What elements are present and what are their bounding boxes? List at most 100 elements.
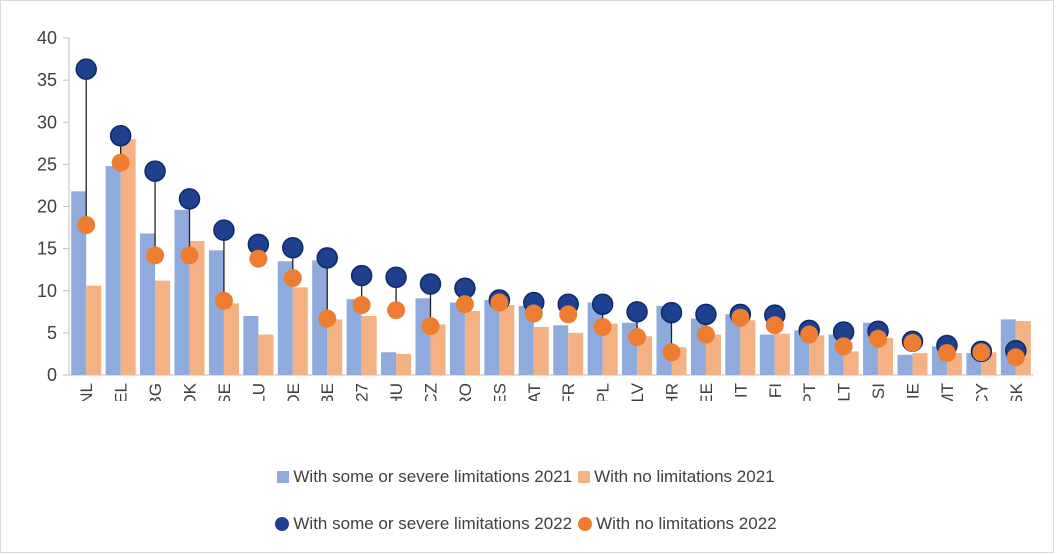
chart-plot: 0 5 10 15 20 25 30 35 40 NL EL BG DK SE LU DE BE EU27 HU C… [37,28,1033,401]
bar-some-severe-2021 [725,314,741,375]
bar-no-limitations-2021 [809,335,825,375]
y-tick-label: 10 [37,281,57,301]
dot-no-limitations-2022 [352,296,371,315]
y-tick-label: 15 [37,239,57,259]
dot-no-limitations-2022 [972,343,991,362]
dot-no-limitations-2022 [146,246,165,265]
x-tick-label: SK [1007,382,1026,401]
legend-row-dots: With some or severe limitations 2022 Wit… [1,514,1056,534]
dot-some-severe-2022 [695,303,717,326]
legend-label-some-severe-2021: With some or severe limitations 2021 [293,467,573,486]
x-tick-label: MT [938,383,957,401]
bar-no-limitations-2021 [361,316,377,375]
bar-some-severe-2021 [346,299,362,375]
x-tick-label: HU [387,383,406,401]
dot-some-severe-2022 [350,264,373,287]
x-tick-label: DE [284,383,303,401]
x-tick-label: LV [628,382,647,401]
legend-item-some-severe-2022: With some or severe limitations 2022 [275,514,572,534]
x-tick-label: FR [559,383,578,401]
bar-some-severe-2021 [518,305,534,375]
bar-no-limitations-2021 [327,319,343,375]
x-tick-label: PT [800,383,819,401]
bar-no-limitations-2021 [155,280,171,375]
dot-no-limitations-2022 [318,309,337,328]
bar-some-severe-2021 [381,352,397,375]
bar-no-limitations-2021 [878,337,894,375]
dot-no-limitations-2022 [283,269,302,288]
dot-no-limitations-2022 [77,216,96,235]
legend-label-no-limitations-2021: With no limitations 2021 [594,467,775,486]
x-tick-label: LT [835,383,854,401]
dot-some-severe-2022 [591,293,614,315]
y-tick-label: 35 [37,70,57,90]
legend-item-no-limitations-2022: With no limitations 2022 [578,514,777,534]
dot-some-severe-2022 [213,219,235,241]
bar-some-severe-2021 [243,316,259,375]
dot-no-limitations-2022 [214,291,233,310]
dot-no-limitations-2022 [421,317,440,336]
bar-some-severe-2021 [553,325,569,375]
y-tick-label: 20 [37,197,57,217]
dot-some-severe-2022 [178,188,201,210]
dot-some-severe-2022 [419,273,442,295]
y-tick-label: 30 [37,112,57,132]
bar-some-severe-2021 [277,261,293,375]
x-tick-label: PL [594,383,613,401]
x-tick-label: NL [77,383,96,401]
x-tick-label: IT [731,383,750,398]
legend-swatch-dot-some-severe-2022 [275,517,290,531]
x-tick-label: EL [112,383,131,401]
bar-some-severe-2021 [484,300,500,375]
bar-no-limitations-2021 [120,139,136,375]
x-tick-label: RO [456,383,475,401]
bar-no-limitations-2021 [705,334,721,375]
dot-no-limitations-2022 [731,308,750,327]
bar-no-limitations-2021 [430,324,446,375]
x-tick-label: IE [904,383,923,399]
bar-some-severe-2021 [71,191,87,375]
dot-no-limitations-2022 [249,249,268,268]
y-tick-label: 25 [37,154,57,174]
dot-no-limitations-2022 [387,301,406,320]
bar-no-limitations-2021 [774,333,790,375]
bar-no-limitations-2021 [637,336,653,375]
x-tick-label: CY [972,383,991,401]
bar-no-limitations-2021 [464,310,480,375]
y-tick-label: 0 [47,365,57,385]
x-tick-label: EU27 [353,383,372,401]
y-tick-label: 5 [47,323,57,343]
legend-item-some-severe-2021: With some or severe limitations 2021 [277,467,572,487]
legend-item-no-limitations-2021: With no limitations 2021 [578,467,775,487]
x-tick-label: AT [525,383,544,401]
dot-some-severe-2022 [109,124,132,147]
dot-no-limitations-2022 [903,333,922,352]
dot-no-limitations-2022 [937,344,956,363]
bar-no-limitations-2021 [258,334,274,375]
dot-some-severe-2022 [282,237,304,259]
dot-no-limitations-2022 [834,337,853,356]
dot-no-limitations-2022 [869,329,888,348]
dot-some-severe-2022 [626,301,648,323]
bar-some-severe-2021 [449,302,465,375]
legend-swatch-bar-some-severe-2021 [277,471,290,483]
dot-some-severe-2022 [316,247,338,269]
bar-some-severe-2021 [105,166,121,375]
dot-no-limitations-2022 [524,304,543,323]
legend-label-some-severe-2022: With some or severe limitations 2022 [293,514,573,533]
legend-swatch-dot-no-limitations-2022 [578,517,593,531]
dot-some-severe-2022 [75,58,97,80]
x-tick-label: FI [766,383,785,398]
x-tick-label: SE [215,383,234,401]
x-tick-label: SI [869,383,888,399]
dot-some-severe-2022 [660,301,683,324]
bar-some-severe-2021 [208,250,224,375]
bar-no-limitations-2021 [86,285,102,375]
bar-some-severe-2021 [174,209,190,375]
bar-no-limitations-2021 [602,323,618,375]
bar-no-limitations-2021 [912,353,928,375]
bar-no-limitations-2021 [499,305,515,375]
bar-no-limitations-2021 [568,332,584,375]
x-tick-label: CZ [422,383,441,401]
dot-no-limitations-2022 [800,325,819,344]
